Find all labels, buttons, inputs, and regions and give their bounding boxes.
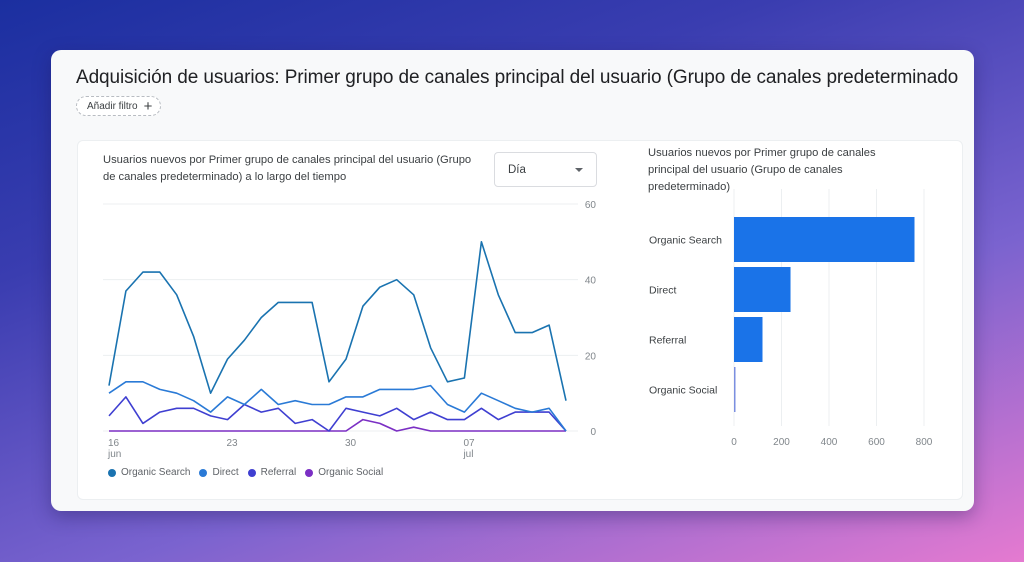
page-title: Adquisición de usuarios: Primer grupo de…	[76, 67, 959, 88]
charts-panel: Usuarios nuevos por Primer grupo de cana…	[77, 140, 963, 500]
legend-item-organic-search[interactable]: Organic Search	[108, 467, 190, 478]
legend-item-direct[interactable]: Direct	[199, 467, 239, 478]
x-tick-label: 600	[868, 437, 885, 448]
x-tick-label: 0	[731, 437, 737, 448]
bar-category-label: Direct	[649, 285, 677, 297]
bar-category-label: Organic Social	[649, 385, 717, 397]
legend-label: Organic Social	[318, 467, 384, 478]
caret-down-icon	[575, 167, 583, 172]
x-tick-sublabel: jun	[107, 449, 121, 460]
legend-dot-icon	[199, 468, 208, 477]
x-tick-label: 400	[821, 437, 838, 448]
legend-label: Referral	[260, 467, 297, 478]
x-tick-sublabel: jul	[462, 449, 473, 460]
y-tick-label: 40	[585, 276, 597, 287]
bar-organic-search[interactable]	[734, 217, 915, 262]
report-card: Adquisición de usuarios: Primer grupo de…	[51, 50, 974, 511]
bar-category-label: Referral	[649, 335, 686, 347]
add-filter-label: Añadir filtro	[87, 100, 138, 112]
granularity-value: Día	[508, 163, 526, 176]
legend-dot-icon	[305, 468, 314, 477]
granularity-dropdown[interactable]: Día	[494, 152, 597, 187]
legend-item-organic-social[interactable]: Organic Social	[305, 467, 383, 478]
series-line-organic-social[interactable]	[109, 418, 566, 432]
y-tick-label: 0	[590, 427, 596, 438]
legend-dot-icon	[247, 468, 256, 477]
line-chart-legend: Organic Search Direct Referral Organic Soci…	[108, 467, 383, 478]
x-tick-label: 07	[463, 438, 475, 449]
bar-organic-social[interactable]	[734, 367, 736, 412]
legend-label: Organic Search	[121, 467, 191, 478]
legend-item-referral[interactable]: Referral	[247, 467, 297, 478]
y-tick-label: 20	[585, 351, 597, 362]
x-tick-label: 200	[773, 437, 790, 448]
add-filter-button[interactable]: Añadir filtro +	[76, 96, 162, 116]
bar-direct[interactable]	[734, 267, 791, 312]
plus-icon: +	[143, 97, 153, 115]
series-line-referral[interactable]	[108, 396, 567, 432]
series-line-direct[interactable]	[108, 381, 567, 432]
y-tick-label: 60	[585, 200, 597, 211]
bar-category-label: Organic Search	[649, 235, 722, 247]
legend-dot-icon	[108, 468, 116, 477]
series-line-organic-search[interactable]	[108, 241, 567, 401]
line-chart-title: Usuarios nuevos por Primer grupo de cana…	[103, 154, 472, 183]
x-tick-label: 800	[916, 437, 933, 448]
x-tick-label: 16	[108, 438, 120, 449]
legend-label: Direct	[212, 467, 239, 478]
bar-referral[interactable]	[734, 317, 763, 362]
bar-chart-title: Usuarios nuevos por Primer grupo de cana…	[648, 147, 876, 193]
x-tick-label: 23	[226, 438, 238, 449]
x-tick-label: 30	[345, 438, 357, 449]
